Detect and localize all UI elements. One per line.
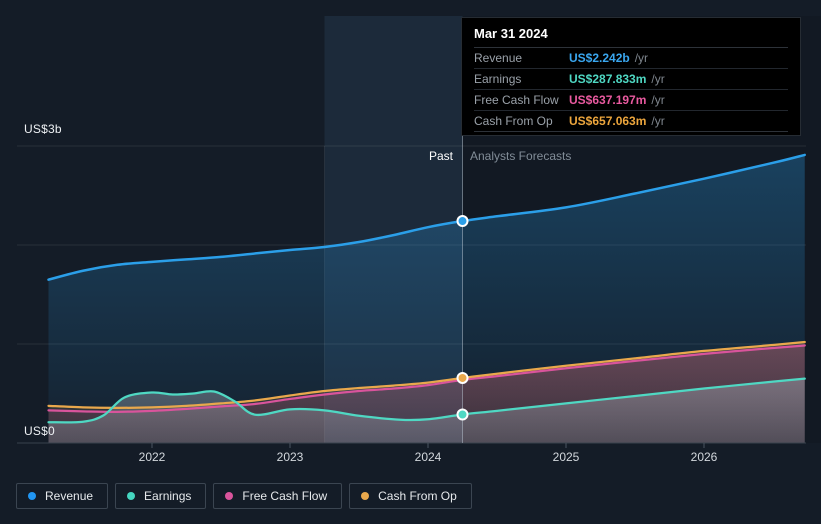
tooltip-suffix-free-cash-flow: /yr [651, 93, 665, 107]
cash-from-op-line [47, 340, 806, 409]
tooltip-label-earnings: Earnings [474, 72, 522, 86]
y-axis-label-zero: US$0 [24, 424, 55, 438]
tooltip-suffix-cash-from-op: /yr [651, 114, 665, 128]
marker-earnings[interactable] [456, 408, 469, 421]
legend-label-revenue: Revenue [45, 489, 94, 503]
x-axis-label-2022: 2022 [138, 450, 166, 464]
marker-cash-from-op[interactable] [456, 371, 469, 384]
tooltip-row-cash-from-op: Cash From Op US$657.063m/yr [474, 111, 788, 132]
x-axis-label-2025: 2025 [552, 450, 580, 464]
legend-button-revenue[interactable]: Revenue [16, 483, 109, 509]
tooltip-value-earnings: US$287.833m [569, 72, 647, 86]
tooltip-suffix-earnings: /yr [651, 72, 665, 86]
tooltip-suffix-revenue: /yr [634, 51, 649, 65]
tooltip-row-revenue: Revenue US$2.242b/yr [474, 48, 788, 69]
x-axis-label-2026: 2026 [690, 450, 718, 464]
free-cash-flow-line [47, 344, 806, 413]
cash-from-op-legend-dot-icon [361, 492, 370, 500]
legend-button-earnings[interactable]: Earnings [115, 483, 207, 509]
legend-label-cash-from-op: Cash From Op [378, 489, 457, 503]
legend-button-cash-from-op[interactable]: Cash From Op [349, 483, 472, 509]
earnings-line [47, 377, 806, 424]
hover-tooltip: Mar 31 2024 Revenue US$2.242b/yr Earnings U… [461, 17, 801, 136]
tooltip-value-free-cash-flow: US$637.197m [569, 93, 647, 107]
tooltip-label-cash-from-op: Cash From Op [474, 114, 553, 128]
earnings-area [48, 378, 805, 443]
tooltip-label-revenue: Revenue [474, 51, 523, 65]
tooltip-row-earnings: Earnings US$287.833m/yr [474, 69, 788, 90]
chart-legend: Revenue Earnings Free Cash Flow Cash From O… [16, 483, 472, 509]
legend-button-free-cash-flow[interactable]: Free Cash Flow [213, 483, 343, 509]
y-axis-label-top: US$3b [24, 122, 62, 136]
marker-revenue[interactable] [456, 215, 469, 228]
analysts-forecasts-label: Analysts Forecasts [470, 149, 572, 163]
legend-label-free-cash-flow: Free Cash Flow [242, 489, 328, 503]
tooltip-value-cash-from-op: US$657.063m [569, 114, 647, 128]
x-axis-label-2023: 2023 [276, 450, 304, 464]
tooltip-row-free-cash-flow: Free Cash Flow US$637.197m/yr [474, 90, 788, 111]
tooltip-date-title: Mar 31 2024 [474, 23, 788, 48]
x-axis-label-2024: 2024 [414, 450, 442, 464]
past-label: Past [428, 149, 453, 163]
revenue-legend-dot-icon [28, 492, 36, 500]
tooltip-value-revenue: US$2.242b [569, 51, 630, 65]
earnings-legend-dot-icon [127, 492, 136, 500]
free-cash-flow-legend-dot-icon [225, 492, 234, 500]
revenue-line [47, 153, 806, 281]
legend-label-earnings: Earnings [144, 489, 192, 503]
tooltip-label-free-cash-flow: Free Cash Flow [474, 93, 559, 107]
